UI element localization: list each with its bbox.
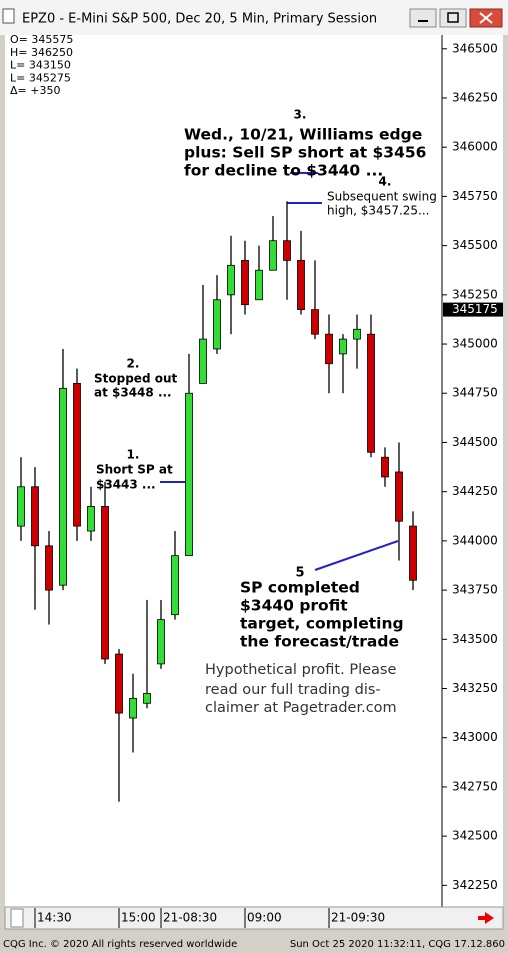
candle-body [367, 333, 375, 453]
candle-body [143, 693, 151, 704]
info-line: H= 346250 [10, 46, 73, 59]
y-tick-label: 343250 [452, 681, 498, 695]
window-title: EPZ0 - E-Mini S&P 500, Dec 20, 5 Min, Pr… [22, 12, 377, 27]
annotation: Stopped out [94, 372, 177, 386]
candle-body [269, 240, 277, 271]
candle-body [157, 619, 165, 665]
candle-body [255, 269, 263, 301]
y-tick-label: 344250 [452, 484, 498, 498]
y-tick-label: 342750 [452, 779, 498, 793]
y-tick-label: 344500 [452, 435, 498, 449]
candle-body [115, 653, 123, 714]
annotation: 3. [294, 108, 307, 122]
x-tick-label: 21-09:30 [331, 911, 385, 925]
annotation: 2. [127, 357, 140, 371]
maximize-button[interactable] [439, 8, 467, 28]
window-icon [2, 8, 15, 24]
annotation: read our full trading dis- [205, 682, 381, 698]
annotation: $3443 ... [96, 478, 156, 492]
y-tick-label: 345500 [452, 238, 498, 252]
annotation: Hypothetical profit. Please [205, 662, 396, 678]
x-tick-label: 14:30 [37, 911, 72, 925]
candle-body [339, 338, 347, 355]
candle-body [199, 338, 207, 384]
annotation: Short SP at [96, 463, 173, 477]
info-line: L= 343150 [10, 59, 71, 72]
info-line: O= 345575 [10, 33, 73, 46]
y-tick-label: 344000 [452, 533, 498, 547]
candle-body [101, 506, 109, 660]
annotation: Wed., 10/21, Williams edge [184, 126, 422, 144]
candle-body [87, 506, 95, 532]
candle-body [311, 309, 319, 335]
candle-body [171, 555, 179, 616]
candle-body [297, 259, 305, 310]
info-line: Δ= +350 [10, 84, 60, 97]
annotation: high, $3457.25... [327, 204, 430, 218]
chart-background [5, 35, 503, 907]
x-tick-label: 21-08:30 [163, 911, 217, 925]
candle-body [325, 333, 333, 365]
annotation: 1. [127, 448, 140, 462]
y-tick-label: 345750 [452, 189, 498, 203]
candle-body [283, 240, 291, 261]
candle-body [241, 259, 249, 306]
candle-body [73, 383, 81, 527]
time-axis-strip [4, 906, 504, 930]
minimize-button[interactable] [409, 8, 437, 28]
scroll-thumb[interactable] [10, 908, 24, 928]
annotation: 4. [379, 175, 392, 189]
footer-right: Sun Oct 25 2020 11:32:11, CQG 17.12.860 [290, 939, 505, 950]
footer-left: CQG Inc. © 2020 All rights reserved worl… [3, 939, 237, 950]
candle-body [31, 486, 39, 547]
y-tick-label: 342500 [452, 829, 498, 843]
candle-body [353, 328, 361, 340]
last-price-label: 345175 [452, 302, 498, 316]
annotation: plus: Sell SP short at $3456 [184, 144, 426, 162]
candle-body [129, 697, 137, 719]
annotation: $3440 profit [240, 597, 348, 615]
annotation: target, completing [240, 615, 404, 633]
y-tick-label: 345000 [452, 337, 498, 351]
y-tick-label: 343750 [452, 583, 498, 597]
y-tick-label: 346000 [452, 140, 498, 154]
annotation: at $3448 ... [94, 386, 172, 400]
x-tick-label: 15:00 [121, 911, 156, 925]
y-tick-label: 346250 [452, 90, 498, 104]
scroll-arrow[interactable] [478, 912, 494, 924]
candle-body [45, 545, 53, 591]
annotation-lines [160, 172, 399, 571]
last-price-box [443, 302, 503, 317]
candle-body [59, 387, 67, 586]
annotation: Subsequent swing [327, 190, 437, 204]
annotation: 5 [295, 566, 304, 581]
y-tick-label: 343500 [452, 632, 498, 646]
y-tick-label: 345250 [452, 287, 498, 301]
annotation: SP completed [240, 579, 360, 597]
candle-body [17, 486, 25, 527]
y-tick-label: 342250 [452, 878, 498, 892]
candle-body [381, 456, 389, 478]
info-line: L= 345275 [10, 71, 71, 84]
candle-body [213, 299, 221, 350]
annotation: the forecast/trade [240, 633, 399, 651]
candle-body [409, 525, 417, 581]
annotation: claimer at Pagetrader.com [205, 700, 397, 716]
candle-body [227, 264, 235, 296]
y-tick-label: 344750 [452, 386, 498, 400]
x-tick-label: 09:00 [247, 911, 282, 925]
candle-body [395, 471, 403, 522]
annotation: for decline to $3440 ... [184, 162, 383, 180]
candle-body [185, 392, 193, 557]
y-tick-label: 346500 [452, 41, 498, 55]
y-tick-label: 343000 [452, 730, 498, 744]
